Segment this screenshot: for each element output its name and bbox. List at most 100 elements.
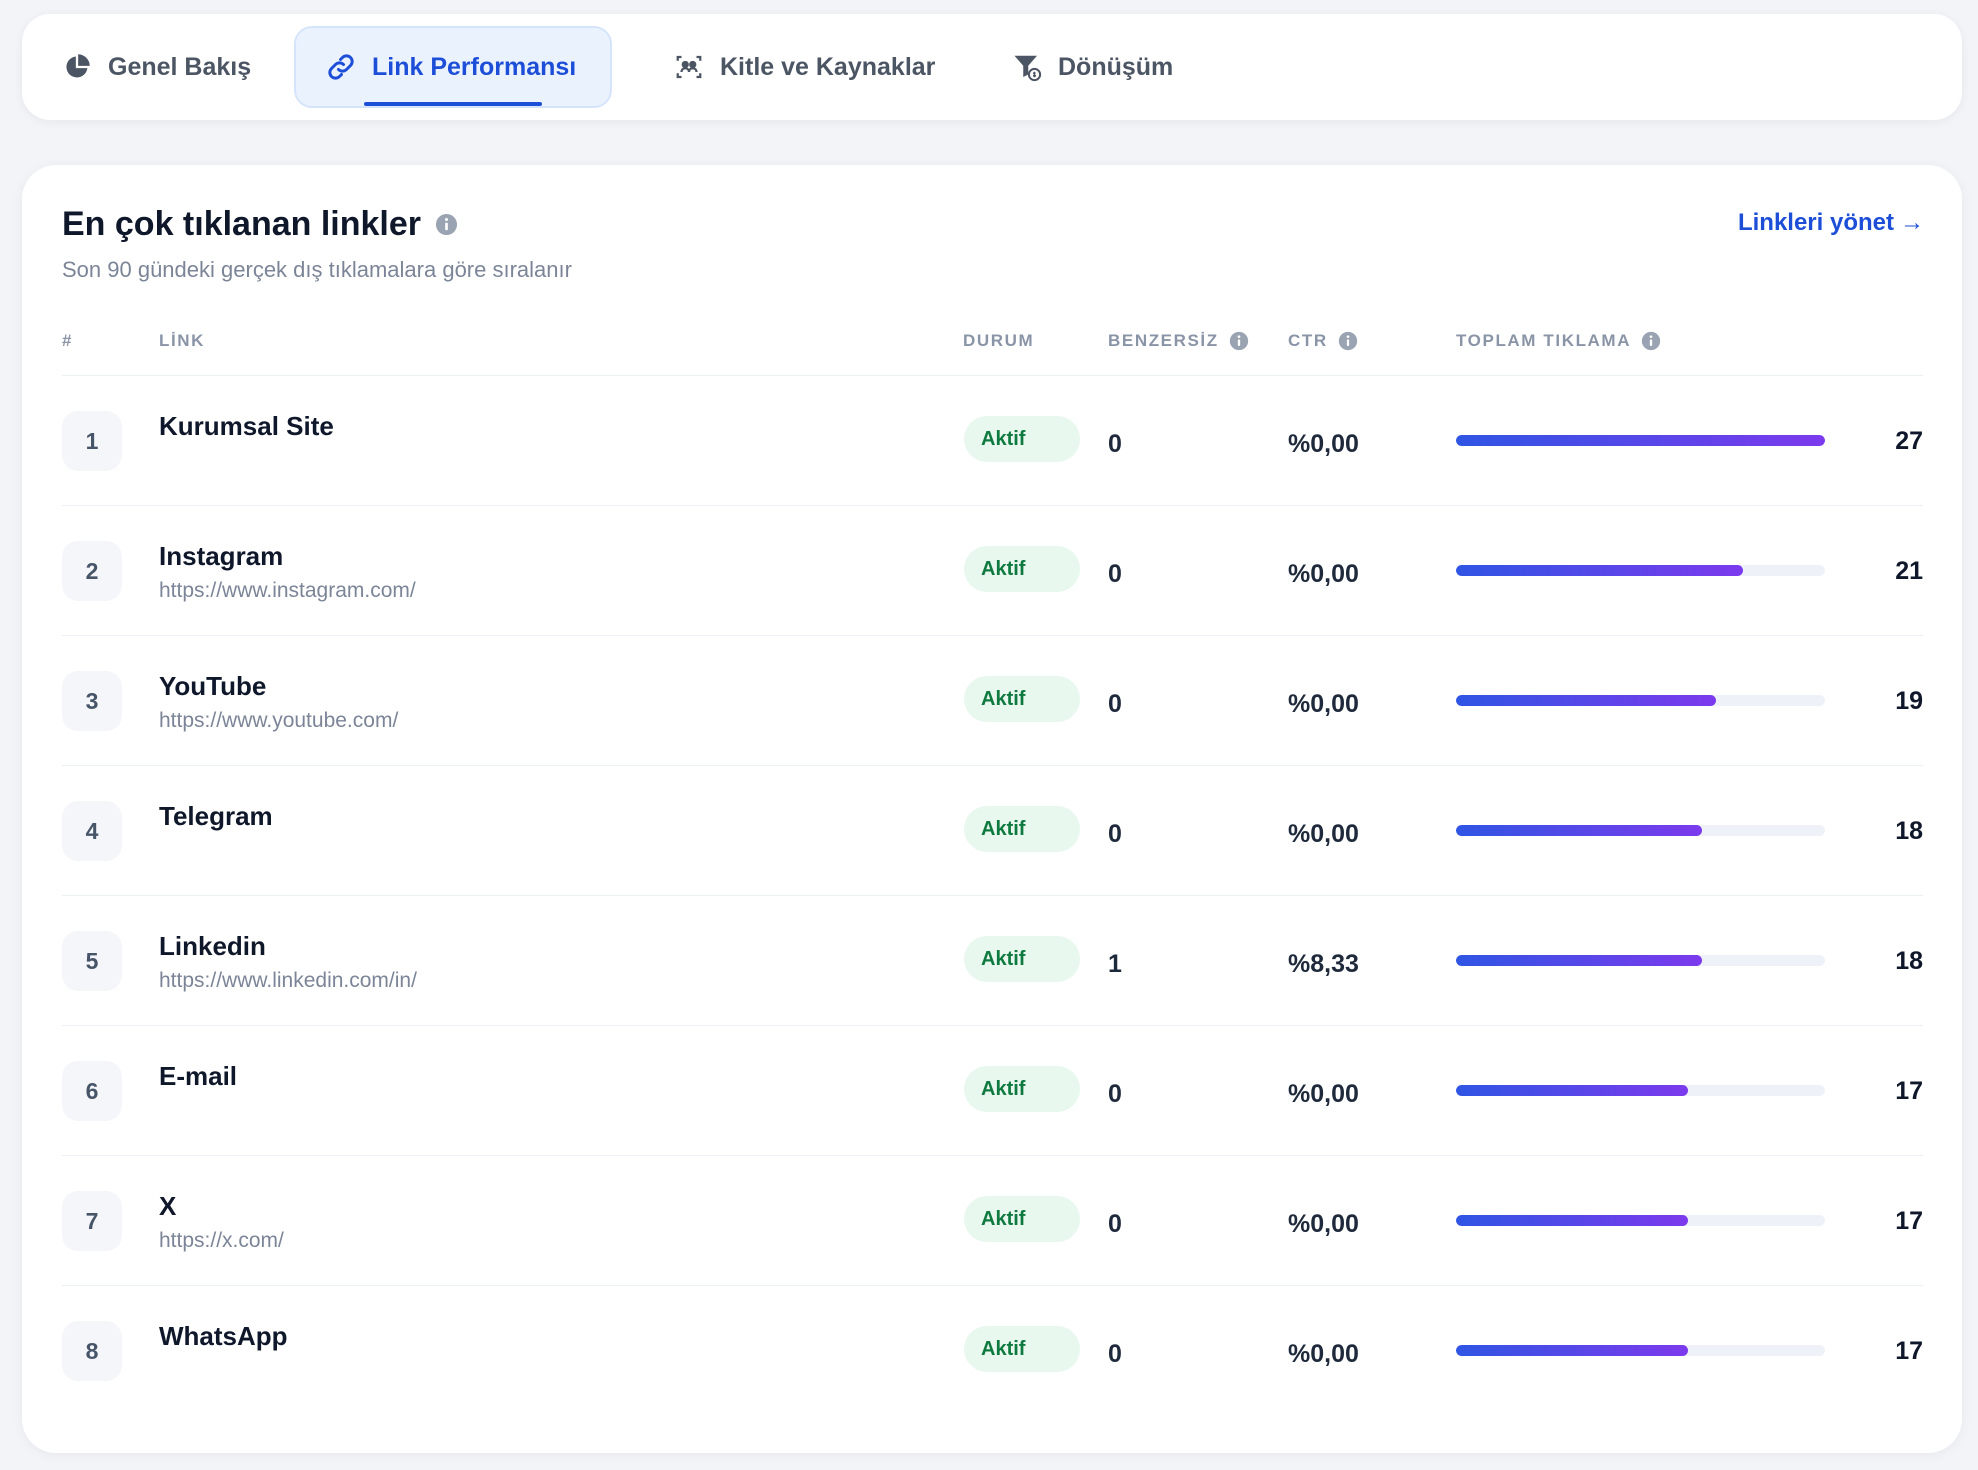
total-clicks: 19 bbox=[1895, 687, 1923, 715]
tab-kitle-ve-kaynaklar[interactable]: Kitle ve Kaynaklar bbox=[644, 26, 965, 108]
info-icon[interactable] bbox=[1338, 331, 1358, 351]
status-badge: Aktif bbox=[964, 416, 1080, 462]
ctr-value: %0,00 bbox=[1288, 560, 1359, 588]
click-share-fill bbox=[1456, 1345, 1689, 1356]
click-share-bar bbox=[1456, 435, 1825, 446]
unique-count: 0 bbox=[1108, 1210, 1122, 1238]
table-row[interactable]: 2 Instagram https://www.instagram.com/ A… bbox=[62, 506, 1923, 636]
tab-bar: Genel Bakış Link Performansı Kitle ve Ka… bbox=[22, 14, 1962, 120]
ctr-value: %0,00 bbox=[1288, 690, 1359, 718]
total-clicks: 27 bbox=[1895, 427, 1923, 455]
link-name[interactable]: E-mail bbox=[159, 1061, 238, 1091]
click-share-fill bbox=[1456, 565, 1744, 576]
info-icon[interactable] bbox=[1641, 331, 1661, 351]
tab-link-performansi[interactable]: Link Performansı bbox=[294, 26, 612, 108]
row-divider bbox=[62, 765, 1923, 766]
click-share-fill bbox=[1456, 435, 1825, 446]
click-share-bar bbox=[1456, 1215, 1825, 1226]
info-icon[interactable] bbox=[1229, 331, 1249, 351]
section-title: En çok tıklanan linkler bbox=[62, 205, 422, 243]
unique-count: 0 bbox=[1108, 820, 1122, 848]
info-icon[interactable] bbox=[435, 213, 458, 236]
total-clicks: 18 bbox=[1895, 947, 1923, 975]
unique-count: 0 bbox=[1108, 430, 1122, 458]
click-share-bar bbox=[1456, 825, 1825, 836]
table-row[interactable]: 5 Linkedin https://www.linkedin.com/in/ … bbox=[62, 896, 1923, 1026]
link-name[interactable]: Linkedin bbox=[159, 931, 266, 961]
unique-count: 0 bbox=[1108, 690, 1122, 718]
click-share-bar bbox=[1456, 565, 1825, 576]
total-clicks: 17 bbox=[1895, 1337, 1923, 1365]
rank-badge: 3 bbox=[62, 671, 122, 731]
click-share-fill bbox=[1456, 695, 1716, 706]
active-tab-indicator bbox=[364, 102, 542, 106]
row-divider bbox=[62, 505, 1923, 506]
arrow-right-icon: → bbox=[1900, 209, 1924, 236]
table-row[interactable]: 1 Kurumsal Site Aktif 0 %0,00 27 bbox=[62, 376, 1923, 506]
link-name[interactable]: YouTube bbox=[159, 671, 267, 701]
row-divider bbox=[62, 895, 1923, 896]
ctr-value: %0,00 bbox=[1288, 430, 1359, 458]
total-clicks: 17 bbox=[1895, 1077, 1923, 1105]
table-row[interactable]: 8 WhatsApp Aktif 0 %0,00 17 bbox=[62, 1286, 1923, 1416]
ctr-value: %8,33 bbox=[1288, 950, 1359, 978]
column-header-label: BENZERSİZ bbox=[1108, 331, 1219, 350]
table-row[interactable]: 6 E-mail Aktif 0 %0,00 17 bbox=[62, 1026, 1923, 1156]
rank-badge: 8 bbox=[62, 1321, 122, 1381]
link-name[interactable]: WhatsApp bbox=[159, 1321, 288, 1351]
tab-donusum[interactable]: Dönüşüm bbox=[982, 26, 1203, 108]
header-divider bbox=[62, 375, 1923, 376]
status-badge: Aktif bbox=[964, 936, 1080, 982]
link-name[interactable]: Kurumsal Site bbox=[159, 411, 334, 441]
link-name[interactable]: Instagram bbox=[159, 541, 284, 571]
row-divider bbox=[62, 1025, 1923, 1026]
status-badge: Aktif bbox=[964, 676, 1080, 722]
rank-badge: 4 bbox=[62, 801, 122, 861]
column-header-ctr[interactable]: CTR bbox=[1288, 331, 1358, 351]
column-header-label: CTR bbox=[1288, 331, 1328, 350]
unique-count: 0 bbox=[1108, 1340, 1122, 1368]
column-header-link: LİNK bbox=[159, 331, 206, 350]
tab-label: Link Performansı bbox=[372, 52, 577, 81]
click-share-fill bbox=[1456, 1085, 1689, 1096]
unique-count: 0 bbox=[1108, 560, 1122, 588]
row-divider bbox=[62, 1155, 1923, 1156]
table-row[interactable]: 4 Telegram Aktif 0 %0,00 18 bbox=[62, 766, 1923, 896]
status-badge: Aktif bbox=[964, 546, 1080, 592]
link-icon bbox=[326, 52, 356, 82]
ctr-value: %0,00 bbox=[1288, 1210, 1359, 1238]
rank-badge: 6 bbox=[62, 1061, 122, 1121]
click-share-bar bbox=[1456, 955, 1825, 966]
manage-links-link[interactable]: Linkleri yönet → bbox=[1738, 209, 1924, 237]
link-name[interactable]: X bbox=[159, 1191, 177, 1221]
column-header-rank: # bbox=[62, 331, 74, 350]
link-url: https://www.instagram.com/ bbox=[159, 579, 416, 602]
table-row[interactable]: 3 YouTube https://www.youtube.com/ Aktif… bbox=[62, 636, 1923, 766]
click-share-fill bbox=[1456, 825, 1703, 836]
column-header-unique[interactable]: BENZERSİZ bbox=[1108, 331, 1249, 351]
ctr-value: %0,00 bbox=[1288, 820, 1359, 848]
row-divider bbox=[62, 635, 1923, 636]
unique-count: 0 bbox=[1108, 1080, 1122, 1108]
ctr-value: %0,00 bbox=[1288, 1080, 1359, 1108]
rank-badge: 2 bbox=[62, 541, 122, 601]
table-row[interactable]: 7 X https://x.com/ Aktif 0 %0,00 17 bbox=[62, 1156, 1923, 1286]
link-url: https://www.linkedin.com/in/ bbox=[159, 969, 417, 992]
tab-label: Dönüşüm bbox=[1058, 52, 1174, 81]
status-badge: Aktif bbox=[964, 1196, 1080, 1242]
column-header-total[interactable]: TOPLAM TIKLAMA bbox=[1456, 331, 1661, 351]
total-clicks: 21 bbox=[1895, 557, 1923, 585]
click-share-bar bbox=[1456, 1345, 1825, 1356]
column-header-label: TOPLAM TIKLAMA bbox=[1456, 331, 1632, 350]
column-header-status: DURUM bbox=[963, 331, 1035, 350]
total-clicks: 17 bbox=[1895, 1207, 1923, 1235]
link-name[interactable]: Telegram bbox=[159, 801, 273, 831]
click-share-bar bbox=[1456, 695, 1825, 706]
link-url: https://www.youtube.com/ bbox=[159, 709, 399, 732]
ctr-value: %0,00 bbox=[1288, 1340, 1359, 1368]
tab-genel-bakis[interactable]: Genel Bakış bbox=[32, 26, 281, 108]
section-header: En çok tıklanan linkler bbox=[62, 205, 458, 244]
rank-badge: 7 bbox=[62, 1191, 122, 1251]
tab-label: Genel Bakış bbox=[108, 52, 252, 81]
row-divider bbox=[62, 1285, 1923, 1286]
